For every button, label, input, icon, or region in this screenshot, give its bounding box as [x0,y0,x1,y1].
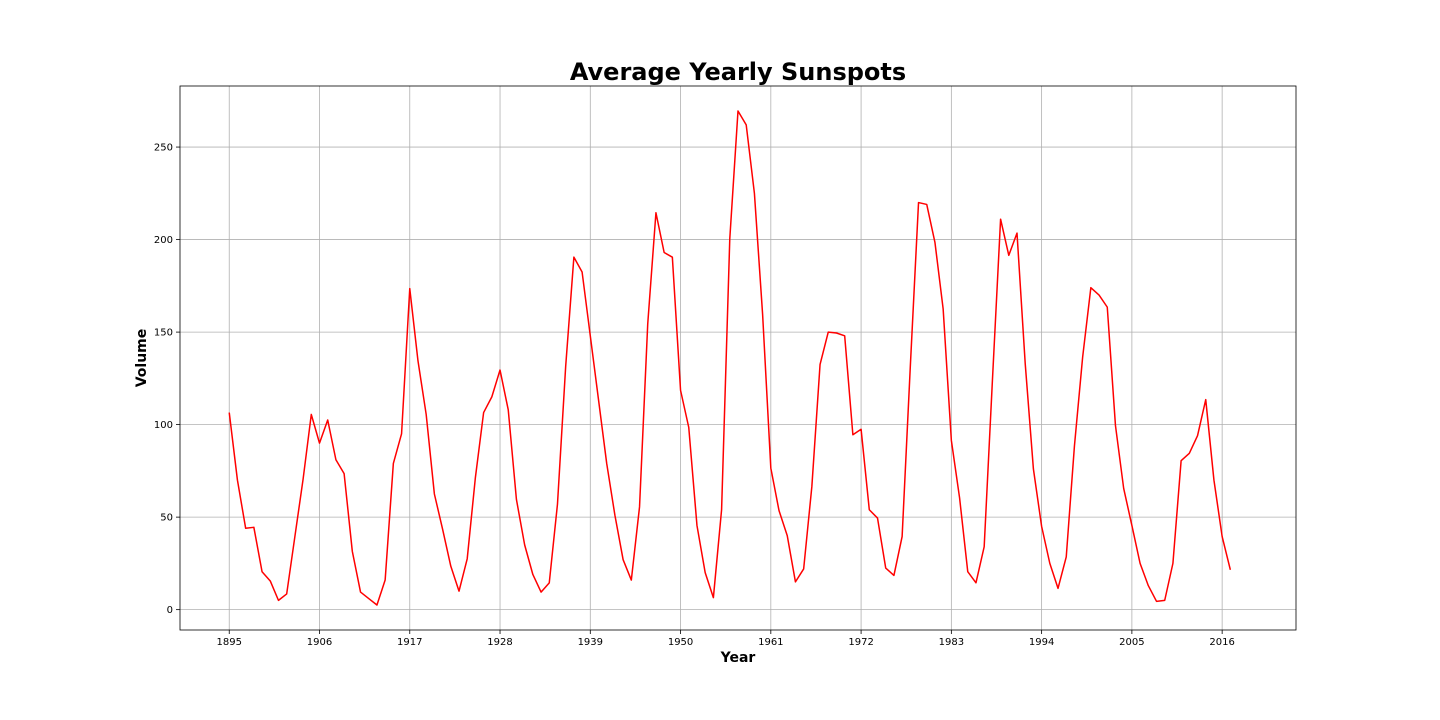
y-axis-label: Volume [134,329,150,388]
x-tick-label-1895: 1895 [217,637,242,648]
y-tick-label-100: 100 [154,420,173,431]
chart-title: Average Yearly Sunspots [570,58,906,86]
x-tick-label-1983: 1983 [939,637,964,648]
series-line-sunspots [228,110,1232,606]
x-tick-label-2016: 2016 [1209,637,1234,648]
y-axis-ticks: 0 50 100 150 200 250 [154,143,180,616]
x-tick-label-1994: 1994 [1029,637,1054,648]
y-tick-label-200: 200 [154,235,173,246]
x-tick-label-1972: 1972 [848,637,873,648]
x-tick-label-1928: 1928 [487,637,512,648]
x-tick-label-1939: 1939 [578,637,603,648]
series-layer [228,110,1232,606]
x-axis-label: Year [720,650,756,666]
plot-frame [179,85,1297,631]
x-tick-label-2005: 2005 [1119,637,1144,648]
y-tick-label-150: 150 [154,328,173,339]
x-tick-label-1906: 1906 [307,637,332,648]
y-tick-label-250: 250 [154,143,173,154]
x-tick-label-1917: 1917 [397,637,422,648]
x-tick-label-1950: 1950 [668,637,693,648]
x-axis-ticks: 1895 1906 1917 1928 1939 1950 1961 1972 1983 1994… [217,630,1235,648]
y-tick-label-50: 50 [160,513,173,524]
grid-layer [180,86,1296,630]
y-tick-label-0: 0 [167,605,173,616]
x-tick-label-1961: 1961 [758,637,783,648]
